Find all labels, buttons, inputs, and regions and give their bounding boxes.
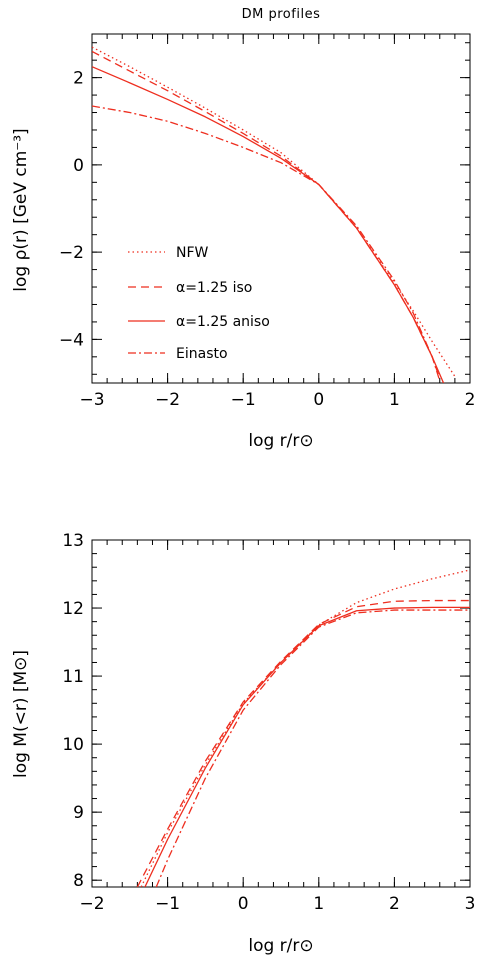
x-tick-label: 3 — [465, 894, 476, 914]
legend-einasto-label: Einasto — [176, 346, 228, 362]
x-tick-label: 2 — [465, 390, 476, 410]
y-tick-label: 0 — [73, 156, 84, 176]
x-tick-label: −3 — [79, 390, 104, 410]
chart2-ylabel: log M(<r) [M⊙] — [11, 650, 31, 778]
chart1-title: DM profiles — [242, 7, 321, 22]
y-tick-label: −4 — [59, 330, 84, 350]
y-tick-label: 12 — [62, 599, 84, 619]
x-tick-label: 2 — [389, 894, 400, 914]
legend-nfw-label: NFW — [176, 245, 209, 261]
x-tick-label: −1 — [155, 894, 180, 914]
y-tick-label: −2 — [59, 243, 84, 263]
x-tick-label: −1 — [231, 390, 256, 410]
y-tick-label: 2 — [73, 69, 84, 89]
x-tick-label: 1 — [389, 390, 400, 410]
y-tick-label: 9 — [73, 803, 84, 823]
chart1-ylabel: log ρ(r) [GeV cm⁻³] — [11, 128, 31, 291]
chart2-series-solid — [144, 606, 470, 887]
x-tick-label: −2 — [155, 390, 180, 410]
chart2-xlabel: log r/r⊙ — [248, 936, 313, 956]
x-tick-label: −2 — [79, 894, 104, 914]
chart2-series-dashed — [136, 599, 470, 887]
y-tick-label: 8 — [73, 871, 84, 891]
legend-aniso-label: α=1.25 aniso — [176, 314, 270, 330]
y-tick-label: 13 — [62, 531, 84, 551]
x-tick-label: 0 — [313, 390, 324, 410]
density-profile-chart: −3 −2 −1 0 1 2 −4 −2 0 2 — [59, 33, 476, 410]
chart2-frame — [91, 539, 471, 888]
x-tick-label: 0 — [238, 894, 249, 914]
y-tick-label: 11 — [62, 667, 84, 687]
chart1-xlabel: log r/r⊙ — [248, 431, 313, 451]
chart2-series-dashdot — [155, 609, 470, 887]
chart1-series-dotted — [92, 46, 456, 377]
chart1-series-dashdot — [92, 105, 441, 382]
chart2-series-dotted — [140, 569, 470, 887]
chart1-legend: NFW α=1.25 iso α=1.25 aniso Einasto — [128, 245, 270, 362]
chart1-frame — [91, 33, 471, 384]
legend-iso-label: α=1.25 iso — [176, 280, 252, 296]
chart1-series-solid — [92, 66, 445, 383]
x-tick-label: 1 — [313, 894, 324, 914]
y-tick-label: 10 — [62, 735, 84, 755]
